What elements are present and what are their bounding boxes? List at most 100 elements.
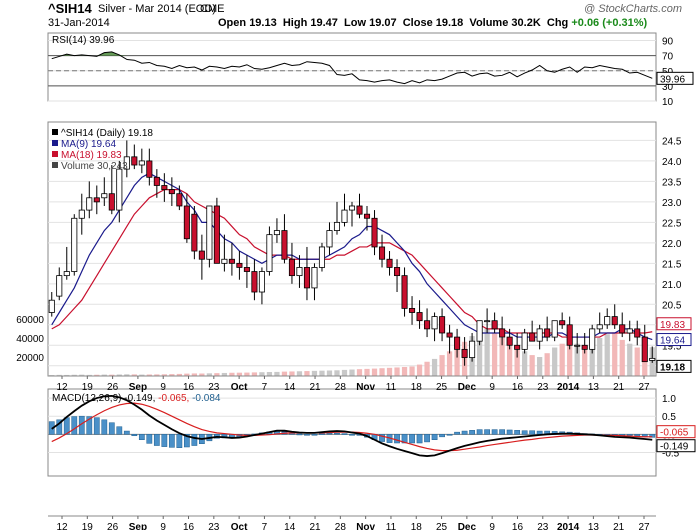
x-axis-label: 25 bbox=[436, 522, 448, 530]
volume-bar bbox=[642, 349, 648, 376]
price-tick-label: 23.5 bbox=[662, 177, 682, 188]
volume-bar bbox=[416, 364, 423, 376]
candle-body bbox=[604, 316, 611, 326]
macd-histogram-bar bbox=[86, 416, 93, 435]
x-axis-label: Oct bbox=[231, 382, 248, 393]
volume-bar bbox=[274, 371, 280, 376]
macd-histogram-bar bbox=[183, 434, 190, 448]
volume-bar bbox=[364, 368, 370, 376]
price-legend-entry: MA(9) 19.64 bbox=[61, 139, 116, 150]
x-axis-label: 21 bbox=[613, 382, 625, 393]
macd-histogram-bar bbox=[536, 430, 543, 435]
candle-body bbox=[394, 267, 401, 277]
ohlc-summary: Open 19.13 High 19.47 Low 19.07 Close 19… bbox=[218, 17, 647, 29]
macd-histogram-bar bbox=[304, 434, 310, 436]
volume-bar bbox=[101, 374, 107, 376]
rsi-line bbox=[51, 51, 653, 85]
candle-body bbox=[581, 344, 588, 350]
candle-body bbox=[566, 324, 573, 346]
price-legend-swatch bbox=[52, 129, 58, 135]
macd-histogram-bar bbox=[131, 434, 138, 437]
candle-body bbox=[86, 197, 93, 211]
x-axis-label: 2014 bbox=[557, 382, 580, 393]
rsi-tick-label: 30 bbox=[662, 82, 674, 93]
macd-histogram-bar bbox=[454, 431, 460, 435]
price-last-label-box bbox=[656, 317, 692, 331]
macd-histogram-bar bbox=[461, 430, 468, 435]
volume-bar bbox=[184, 373, 190, 376]
candle-body bbox=[153, 176, 160, 186]
macd-histogram-bar bbox=[349, 434, 355, 436]
low-value: 19.07 bbox=[369, 17, 397, 29]
volume-bar bbox=[627, 343, 633, 376]
macd-histogram-bar bbox=[176, 434, 183, 448]
macd-tick-label: 1.0 bbox=[662, 394, 676, 405]
x-axis-label: 27 bbox=[638, 382, 650, 393]
change-label: Chg bbox=[546, 17, 569, 29]
volume-bar bbox=[289, 371, 295, 376]
candle-body bbox=[236, 262, 243, 268]
macd-histogram-bar bbox=[416, 434, 423, 444]
rsi-legend: RSI(14) 39.96 bbox=[52, 35, 115, 46]
volume-bar bbox=[386, 367, 393, 376]
candle-body bbox=[484, 320, 491, 323]
volume-bar bbox=[281, 371, 288, 376]
macd-histogram-bar bbox=[409, 434, 415, 444]
x-axis-label: 14 bbox=[284, 382, 296, 393]
volume-bar bbox=[394, 367, 400, 376]
symbol-title: ^SIH14 bbox=[48, 1, 92, 16]
volume-bar bbox=[574, 343, 580, 376]
volume-bar bbox=[161, 374, 167, 376]
volume-bar bbox=[619, 339, 625, 376]
candle-body bbox=[371, 217, 378, 248]
candle-body bbox=[416, 312, 423, 322]
price-tick-label: 22.0 bbox=[662, 239, 682, 250]
volume-bar bbox=[634, 347, 640, 376]
x-axis-label: 9 bbox=[489, 522, 495, 530]
open-label: Open bbox=[218, 17, 247, 29]
candle-body bbox=[551, 320, 558, 338]
x-axis-label: 18 bbox=[411, 522, 423, 530]
candle-body bbox=[446, 332, 453, 338]
volume-tick-label: 40000 bbox=[16, 334, 44, 345]
x-axis-label: Oct bbox=[231, 522, 248, 530]
price-last-label-box bbox=[656, 333, 692, 347]
volume-bar bbox=[206, 373, 213, 376]
volume-bar bbox=[311, 370, 318, 376]
x-axis-label: 2014 bbox=[557, 522, 580, 530]
candle-body bbox=[514, 344, 521, 350]
volume-bar bbox=[94, 374, 100, 376]
x-axis-label: 16 bbox=[512, 522, 524, 530]
volume-bar bbox=[214, 373, 220, 376]
high-label: High bbox=[282, 17, 308, 29]
price-legend-swatch bbox=[52, 140, 58, 146]
candle-body bbox=[634, 328, 641, 338]
candle-body bbox=[574, 344, 581, 347]
volume-bar bbox=[176, 373, 182, 376]
macd-histogram-bar bbox=[116, 426, 123, 435]
x-axis-label: 16 bbox=[183, 522, 195, 530]
x-axis-label: 28 bbox=[335, 382, 347, 393]
candle-body bbox=[191, 213, 198, 252]
price-tick-label: 23.0 bbox=[662, 198, 682, 209]
volume-bar bbox=[191, 373, 197, 376]
price-legend-entry: MA(18) 19.83 bbox=[61, 150, 122, 161]
volume-bar bbox=[559, 343, 565, 376]
price-last-label: 19.64 bbox=[660, 336, 685, 347]
price-panel bbox=[47, 121, 657, 377]
candle-body bbox=[333, 221, 341, 231]
x-axis-label: 26 bbox=[107, 382, 119, 393]
candle-body bbox=[378, 246, 386, 260]
candle-body bbox=[611, 316, 618, 326]
macd-histogram-bar bbox=[506, 429, 513, 435]
candle-body bbox=[454, 336, 461, 350]
volume-bar bbox=[409, 366, 415, 376]
volume-bar bbox=[251, 372, 258, 376]
macd-histogram-bar bbox=[168, 434, 175, 448]
macd-histogram-bar bbox=[311, 434, 318, 436]
x-axis-label: 9 bbox=[489, 382, 495, 393]
macd-histogram-bar bbox=[123, 430, 130, 435]
volume-bar bbox=[582, 347, 588, 376]
candle-body bbox=[356, 205, 363, 215]
